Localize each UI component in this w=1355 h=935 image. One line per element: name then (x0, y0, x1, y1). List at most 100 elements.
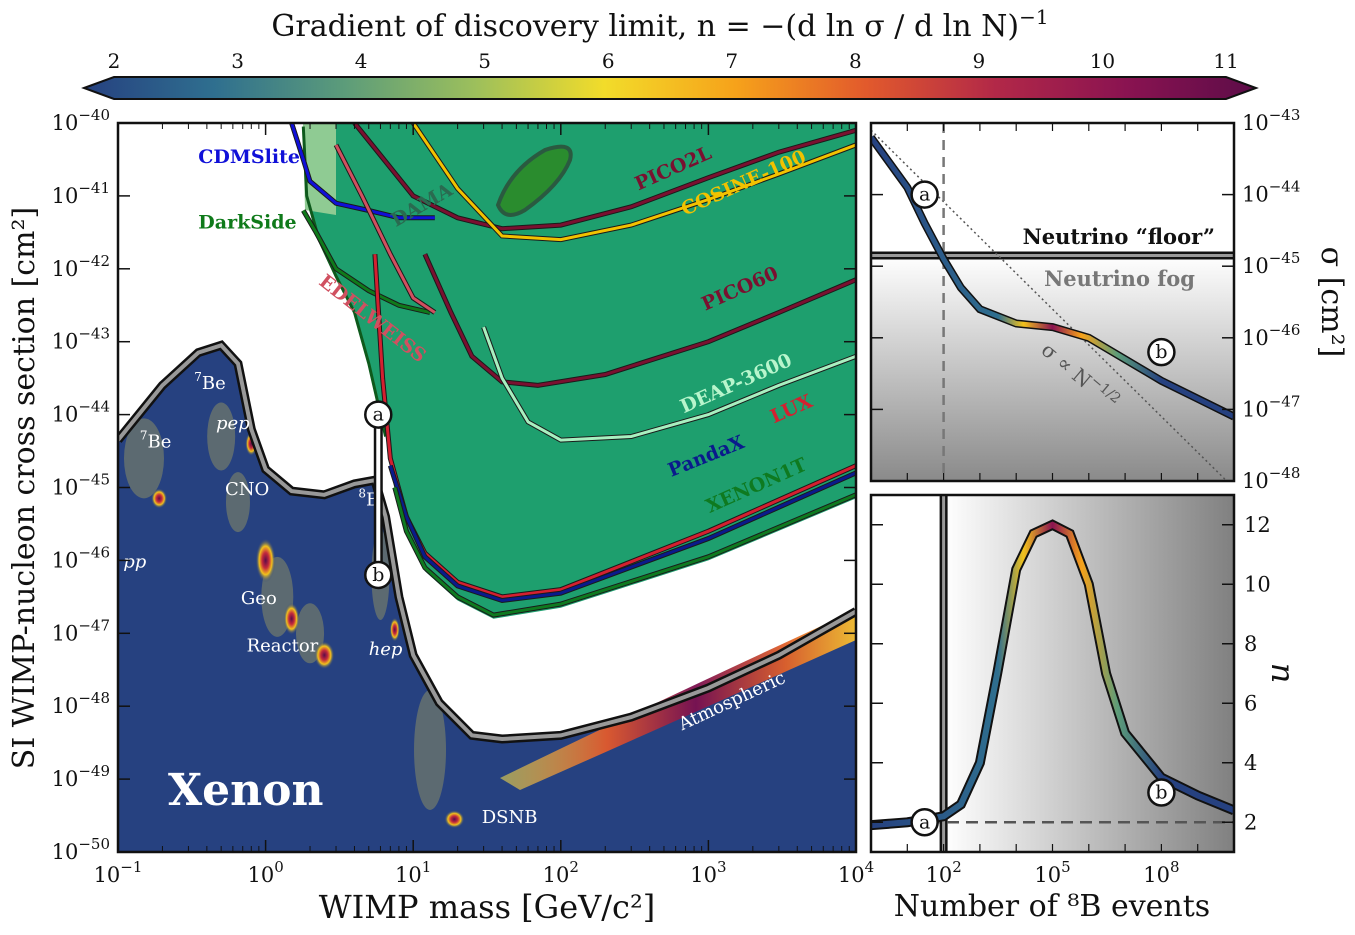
neutrino-glow (207, 402, 236, 471)
neutrino-fog-region-top (871, 255, 1234, 481)
colorbar-tick-label: 4 (355, 49, 368, 73)
bottom-right-y-tick-label: 8 (1244, 632, 1257, 656)
top-right-axes: 10−48 10−47 10−46 10−45 10−44 10−43 (870, 106, 1300, 493)
experimental-limits (289, 123, 856, 618)
top-right-marker-b (1147, 337, 1176, 367)
colorbar-tick-label: 11 (1213, 49, 1238, 73)
limit-curve-pandax (388, 465, 856, 603)
main-marker-b (364, 560, 393, 590)
main-x-tick-label: 102 (543, 858, 579, 887)
bottom-right-axes: 2 4 6 8 10 12 102 105 108 (870, 513, 1271, 887)
main-y-tick-label: 10−49 (52, 762, 110, 791)
top-right-y-tick-label: 10−46 (1242, 321, 1300, 350)
limit-curve-cdmslite (290, 123, 435, 220)
colorbar-tick-label: 6 (602, 49, 615, 73)
main-x-tick-label: 101 (395, 858, 431, 887)
neutrino-hotspot (389, 617, 400, 642)
main-marker-label-a: a (373, 404, 384, 426)
limit-curve-deap-3600 (482, 326, 856, 442)
top-right-marker-label-b: b (1155, 341, 1167, 363)
limit-label-darkside: DarkSide (198, 212, 296, 234)
main-x-tick-label: 10−1 (94, 858, 143, 887)
source-label: 7Be (140, 428, 172, 452)
bottom-right-y-tick-label: 12 (1244, 513, 1271, 537)
colorbar-tick-label: 3 (231, 49, 244, 73)
bottom-right-x-tick-label: 105 (1034, 858, 1070, 887)
main-y-tick-label: 10−45 (52, 471, 110, 500)
neutrino-glow (123, 418, 164, 499)
neutrino-hotspots (123, 402, 465, 829)
bottom-right-x-tick-label: 102 (925, 858, 961, 887)
main-axes: 10−1 100 101 102 103 104 10−50 10−49 10−48 10−47 1… (52, 106, 875, 887)
limit-curve-darkside (302, 209, 431, 314)
main-y-tick-label: 10−41 (52, 179, 110, 208)
main-marker-label-b: b (372, 564, 384, 586)
main-y-tick-label: 10−44 (52, 398, 110, 427)
source-label: pep (216, 413, 250, 434)
source-label: Reactor (247, 636, 319, 657)
bottom-right-y-tick-label: 2 (1244, 810, 1257, 834)
main-marker-a (364, 400, 393, 429)
main-markers: ab (364, 400, 393, 590)
colorbar-tick-label: 7 (725, 49, 738, 73)
main-x-axis-label: WIMP mass [GeV/c²] (319, 888, 656, 926)
top-right-curve (871, 135, 1234, 419)
bottom-right-marker-label-b: b (1155, 782, 1167, 804)
main-y-tick-label: 10−47 (52, 616, 110, 645)
target-label: Xenon (168, 765, 323, 816)
bottom-right-x-tick-label: 108 (1143, 858, 1179, 887)
bottom-right-marker-a (910, 808, 939, 837)
dama-region (495, 144, 573, 217)
main-x-tick-label: 104 (838, 858, 874, 887)
bottom-right-markers: ab (910, 778, 1176, 837)
neutrino-hotspot (444, 810, 465, 829)
neutrino-hotspot (151, 488, 168, 509)
bottom-right-marker-label-a: a (919, 811, 930, 833)
top-right-marker-label-a: a (919, 184, 930, 206)
main-y-tick-label: 10−46 (52, 543, 110, 572)
main-x-tick-label: 100 (247, 858, 283, 887)
source-label: Geo (241, 588, 277, 609)
bottom-right-curve (871, 521, 1234, 829)
bottom-right-y-tick-label: 4 (1244, 751, 1257, 775)
top-right-y-tick-label: 10−44 (1242, 178, 1300, 207)
darkside-boundary (301, 126, 388, 437)
main-y-axis-label: SI WIMP-nucleon cross section [cm²] (7, 207, 42, 769)
top-right-y-tick-label: 10−43 (1242, 106, 1300, 135)
main-y-tick-label: 10−50 (52, 835, 110, 864)
bottom-right-marker-b (1147, 778, 1176, 807)
colorbar-tick-label: 2 (108, 49, 121, 73)
main-y-tick-label: 10−42 (52, 252, 110, 281)
colorbar-tick-label: 9 (973, 49, 986, 73)
colorbar-tick-label: 10 (1090, 49, 1115, 73)
bottom-right-y-tick-label: 6 (1244, 691, 1257, 715)
main-y-tick-label: 10−43 (52, 325, 110, 354)
darkside-region (303, 123, 336, 215)
limit-label-cdmslite: CDMSlite (198, 146, 300, 168)
source-label: 7Be (194, 370, 226, 394)
top-right-plot: Neutrino “floor” Neutrino fog σ ∝ N−1/2 … (869, 106, 1349, 493)
limit-curve-pico60 (423, 253, 856, 387)
fog-label: Neutrino fog (1044, 266, 1195, 291)
top-right-y-tick-label: 10−45 (1242, 249, 1300, 278)
limit-curve-xenon1t (393, 487, 856, 617)
colorbar: Gradient of discovery limit, n = −(d ln … (81, 5, 1259, 100)
neutrino-glow (225, 472, 250, 533)
top-right-y-axis-label: σ [cm²] (1314, 247, 1349, 358)
excluded-region (303, 123, 856, 619)
neutrino-hotspot (283, 602, 300, 635)
neutrino-fog-region-bottom (943, 495, 1234, 852)
source-label: DSNB (482, 807, 538, 828)
main-y-tick-label: 10−40 (52, 106, 110, 135)
top-right-markers: ab (910, 180, 1176, 367)
main-y-tick-label: 10−48 (52, 689, 110, 718)
top-right-y-tick-label: 10−48 (1242, 464, 1300, 493)
floor-label: Neutrino “floor” (1023, 224, 1215, 249)
colorbar-bar (81, 76, 1259, 100)
limit-curve-pico2l (353, 123, 856, 231)
colorbar-tick-label: 8 (849, 49, 862, 73)
bottom-right-x-axis-label: Number of ⁸B events (894, 889, 1210, 924)
colorbar-tick-label: 5 (478, 49, 491, 73)
